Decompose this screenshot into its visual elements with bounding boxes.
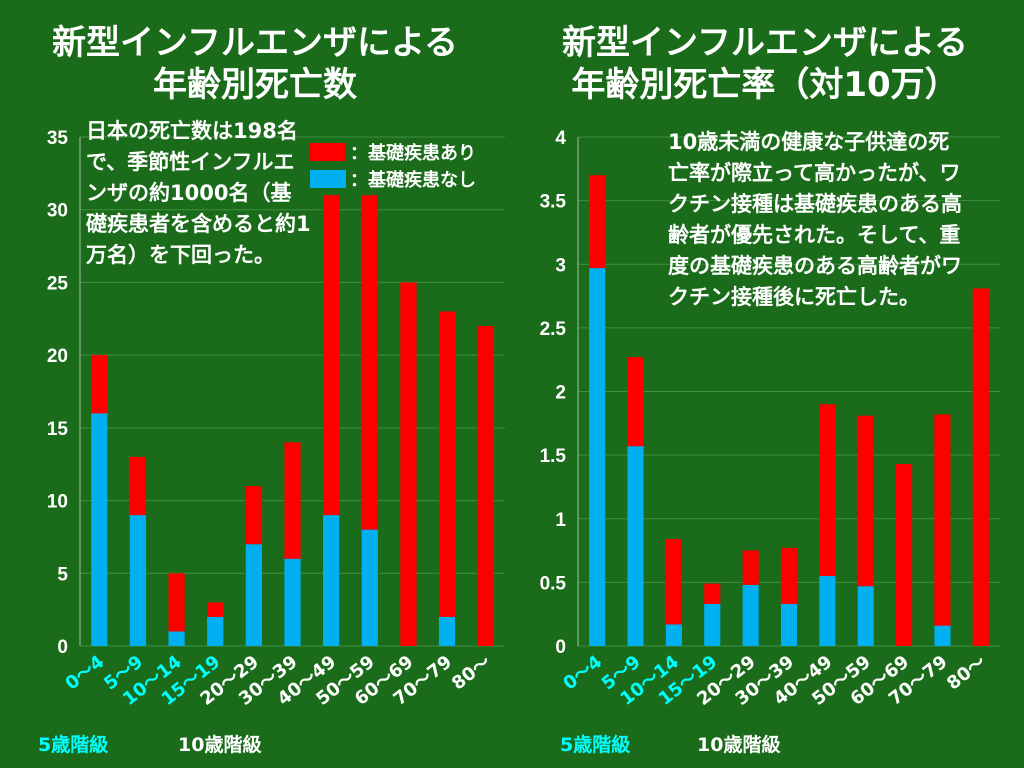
left-title-line2: 年齢別死亡数: [153, 65, 357, 105]
left-bar-without-5: [284, 558, 301, 646]
right-ten-year-label: 10歳階級: [697, 734, 781, 756]
left-bar-with-1: [129, 456, 147, 516]
left-title-line1: 新型インフルエンザによる: [52, 23, 458, 63]
right-ytick-label: 2.5: [540, 319, 567, 340]
left-xtick-label-10: 80～: [448, 651, 495, 694]
left-bar-with-4: [245, 486, 262, 545]
left-bar-with-5: [284, 442, 301, 559]
right-bar-without-0: [589, 268, 606, 646]
legend-without-condition: ：基礎疾患なし: [310, 166, 476, 192]
right-bar-without-5: [780, 604, 798, 646]
legend-swatch-with: [310, 143, 346, 161]
right-bar-with-7: [857, 415, 874, 587]
left-bar-with-8: [400, 282, 417, 646]
left-ytick-label: 15: [47, 419, 69, 440]
right-bar-with-1: [627, 357, 644, 447]
right-title-line1: 新型インフルエンザによる: [562, 23, 968, 63]
right-title-line2: 年齢別死亡率（対10万）: [571, 65, 959, 105]
right-chart-title: 新型インフルエンザによる 年齢別死亡率（対10万）: [530, 22, 1000, 106]
right-bar-without-9: [934, 625, 951, 646]
right-ytick-label: 0.5: [540, 573, 567, 594]
right-ytick-label: 0: [555, 637, 566, 658]
left-bar-with-7: [361, 195, 378, 530]
left-bar-with-3: [207, 602, 224, 617]
left-bar-without-1: [129, 515, 147, 646]
legend-label-with: ：基礎疾患あり: [350, 143, 476, 164]
left-ten-year-label: 10歳階級: [178, 734, 262, 756]
left-bar-without-3: [207, 616, 224, 646]
right-bar-with-4: [742, 550, 759, 585]
right-bar-without-7: [857, 586, 874, 646]
right-bar-with-6: [819, 404, 836, 577]
left-ytick-label: 25: [47, 273, 69, 294]
right-ytick-label: 3: [555, 255, 566, 276]
left-bar-with-9: [438, 311, 456, 617]
right-xtick-label-0: 0～4: [559, 651, 606, 694]
left-bar-without-7: [361, 529, 378, 646]
left-xtick-label-0: 0～4: [62, 651, 109, 694]
left-ytick-label: 10: [47, 492, 68, 513]
left-chart-title: 新型インフルエンザによる 年齢別死亡数: [20, 22, 490, 106]
left-bar-without-0: [91, 413, 108, 646]
legend-with-condition: ：基礎疾患あり: [310, 139, 476, 165]
left-ytick-label: 0: [57, 637, 68, 658]
right-bar-without-6: [819, 576, 836, 646]
right-bar-with-9: [934, 414, 951, 626]
left-five-year-label: 5歳階級: [38, 734, 109, 756]
right-bar-without-4: [742, 584, 759, 646]
left-bar-with-2: [168, 573, 185, 632]
left-bar-without-4: [245, 544, 262, 646]
left-ytick-label: 20: [47, 346, 68, 367]
right-five-year-label: 5歳階級: [560, 734, 631, 756]
left-bar-with-6: [323, 195, 340, 516]
legend-swatch-without: [310, 170, 346, 188]
right-ytick-label: 2: [555, 383, 566, 404]
left-bar-without-2: [168, 631, 185, 646]
right-ytick-label: 4: [555, 128, 566, 149]
right-ytick-label: 1.5: [540, 446, 567, 467]
left-ytick-label: 5: [57, 564, 68, 585]
right-bar-without-3: [704, 604, 721, 646]
left-ytick-label: 35: [47, 128, 69, 149]
legend-label-without: ：基礎疾患なし: [350, 170, 476, 191]
right-bar-with-8: [896, 464, 913, 646]
right-bar-without-1: [627, 446, 644, 646]
right-ytick-label: 1: [555, 510, 566, 531]
right-bar-with-3: [704, 583, 721, 605]
right-bar-with-5: [780, 548, 798, 605]
right-bar-with-2: [665, 539, 682, 625]
right-annotation: 10歳未満の健康な子供達の死亡率が際立って高かったが、ワクチン接種は基礎疾患のあ…: [668, 130, 962, 309]
right-ytick-label: 3.5: [540, 192, 567, 213]
left-bar-with-10: [477, 326, 494, 646]
left-annotation: 日本の死亡数は198名で、季節性インフルエンザの約1000名（基礎疾患者を含める…: [86, 119, 311, 267]
right-bar-with-10: [972, 288, 989, 646]
right-bar-without-2: [665, 624, 682, 646]
left-ytick-label: 30: [47, 201, 68, 222]
right-xtick-label-10: 80～: [943, 651, 990, 694]
right-bar-with-0: [589, 175, 606, 269]
left-bar-without-9: [438, 616, 456, 646]
left-bar-with-0: [91, 355, 108, 414]
left-bar-without-6: [323, 515, 340, 646]
